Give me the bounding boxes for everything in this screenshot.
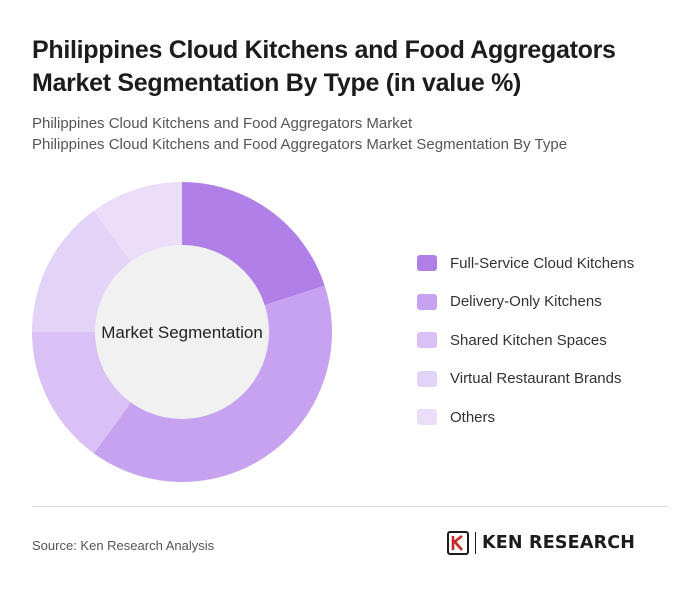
subtitle-line-1: Philippines Cloud Kitchens and Food Aggr… <box>32 115 413 132</box>
donut-center-label: Market Segmentation <box>101 323 263 342</box>
legend-swatch <box>417 255 437 272</box>
legend-item: Virtual Restaurant Brands <box>417 360 687 399</box>
legend-label: Shared Kitchen Spaces <box>450 331 607 349</box>
logo-text: KEN RESEARCH <box>482 533 636 553</box>
legend-label: Full-Service Cloud Kitchens <box>450 254 635 272</box>
chart-title: Philippines Cloud Kitchens and Food Aggr… <box>32 36 616 97</box>
legend-label: Virtual Restaurant Brands <box>450 370 622 388</box>
chart-legend: Full-Service Cloud Kitchens Delivery-Only… <box>417 244 687 437</box>
legend-item: Delivery-Only Kitchens <box>417 283 687 322</box>
donut-center <box>95 245 269 419</box>
footer-divider <box>32 506 668 507</box>
legend-swatch <box>417 409 437 426</box>
legend-item: Shared Kitchen Spaces <box>417 321 687 360</box>
logo-separator <box>475 532 476 554</box>
legend-label: Others <box>450 408 496 426</box>
source-note: Source: Ken Research Analysis <box>32 538 215 553</box>
logo-mark-icon <box>447 531 469 555</box>
legend-swatch <box>417 332 437 349</box>
legend-item: Full-Service Cloud Kitchens <box>417 244 687 283</box>
chart-subtitle: Philippines Cloud Kitchens and Food Aggr… <box>32 113 672 155</box>
legend-swatch <box>417 370 437 387</box>
ken-research-logo: KEN RESEARCH <box>447 530 635 556</box>
legend-item: Others <box>417 398 687 437</box>
legend-swatch <box>417 293 437 310</box>
subtitle-line-2: Philippines Cloud Kitchens and Food Aggr… <box>32 136 568 153</box>
legend-label: Delivery-Only Kitchens <box>450 293 602 311</box>
